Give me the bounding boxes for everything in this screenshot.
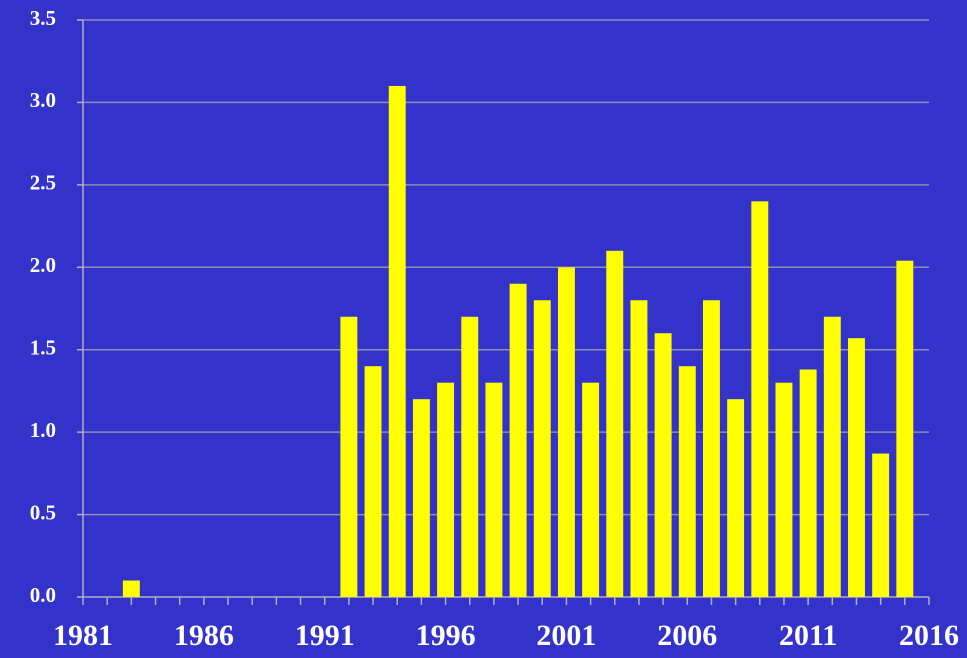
bar [437, 382, 455, 597]
y-tick-label: 2.5 [30, 171, 56, 195]
bar [799, 369, 817, 597]
bar [775, 382, 793, 597]
y-tick-label: 1.0 [30, 418, 56, 442]
y-tick-label: 2.0 [30, 253, 56, 277]
bar [630, 300, 648, 597]
bar [388, 85, 406, 597]
bar [509, 283, 527, 597]
x-tick-label: 1986 [174, 619, 234, 652]
bar [340, 316, 358, 597]
x-tick-label: 2016 [899, 619, 959, 652]
bar [751, 201, 769, 598]
bar [412, 399, 430, 597]
bar [582, 382, 600, 597]
bar [485, 382, 503, 597]
bar [533, 300, 551, 597]
x-tick-label: 1991 [295, 619, 355, 652]
x-tick-label: 2001 [536, 619, 596, 652]
y-tick-label: 3.5 [30, 6, 56, 30]
x-tick-label: 1996 [416, 619, 476, 652]
bar [557, 267, 575, 597]
y-tick-label: 1.5 [30, 336, 56, 360]
y-tick-label: 0.5 [30, 500, 56, 524]
bar [364, 366, 382, 597]
x-tick-label: 1981 [53, 619, 113, 652]
bar [122, 580, 140, 597]
bar [823, 316, 841, 597]
bar [461, 316, 479, 597]
x-tick-label: 2006 [657, 619, 717, 652]
bar [727, 399, 745, 597]
bar [848, 338, 865, 597]
bar [896, 260, 914, 597]
x-tick-label: 2011 [779, 619, 837, 652]
bar [678, 366, 696, 597]
bar [702, 300, 720, 597]
bar [606, 250, 624, 598]
bar [654, 333, 672, 597]
y-tick-label: 0.0 [30, 583, 56, 607]
bar [872, 453, 890, 597]
y-tick-label: 3.0 [30, 88, 56, 112]
